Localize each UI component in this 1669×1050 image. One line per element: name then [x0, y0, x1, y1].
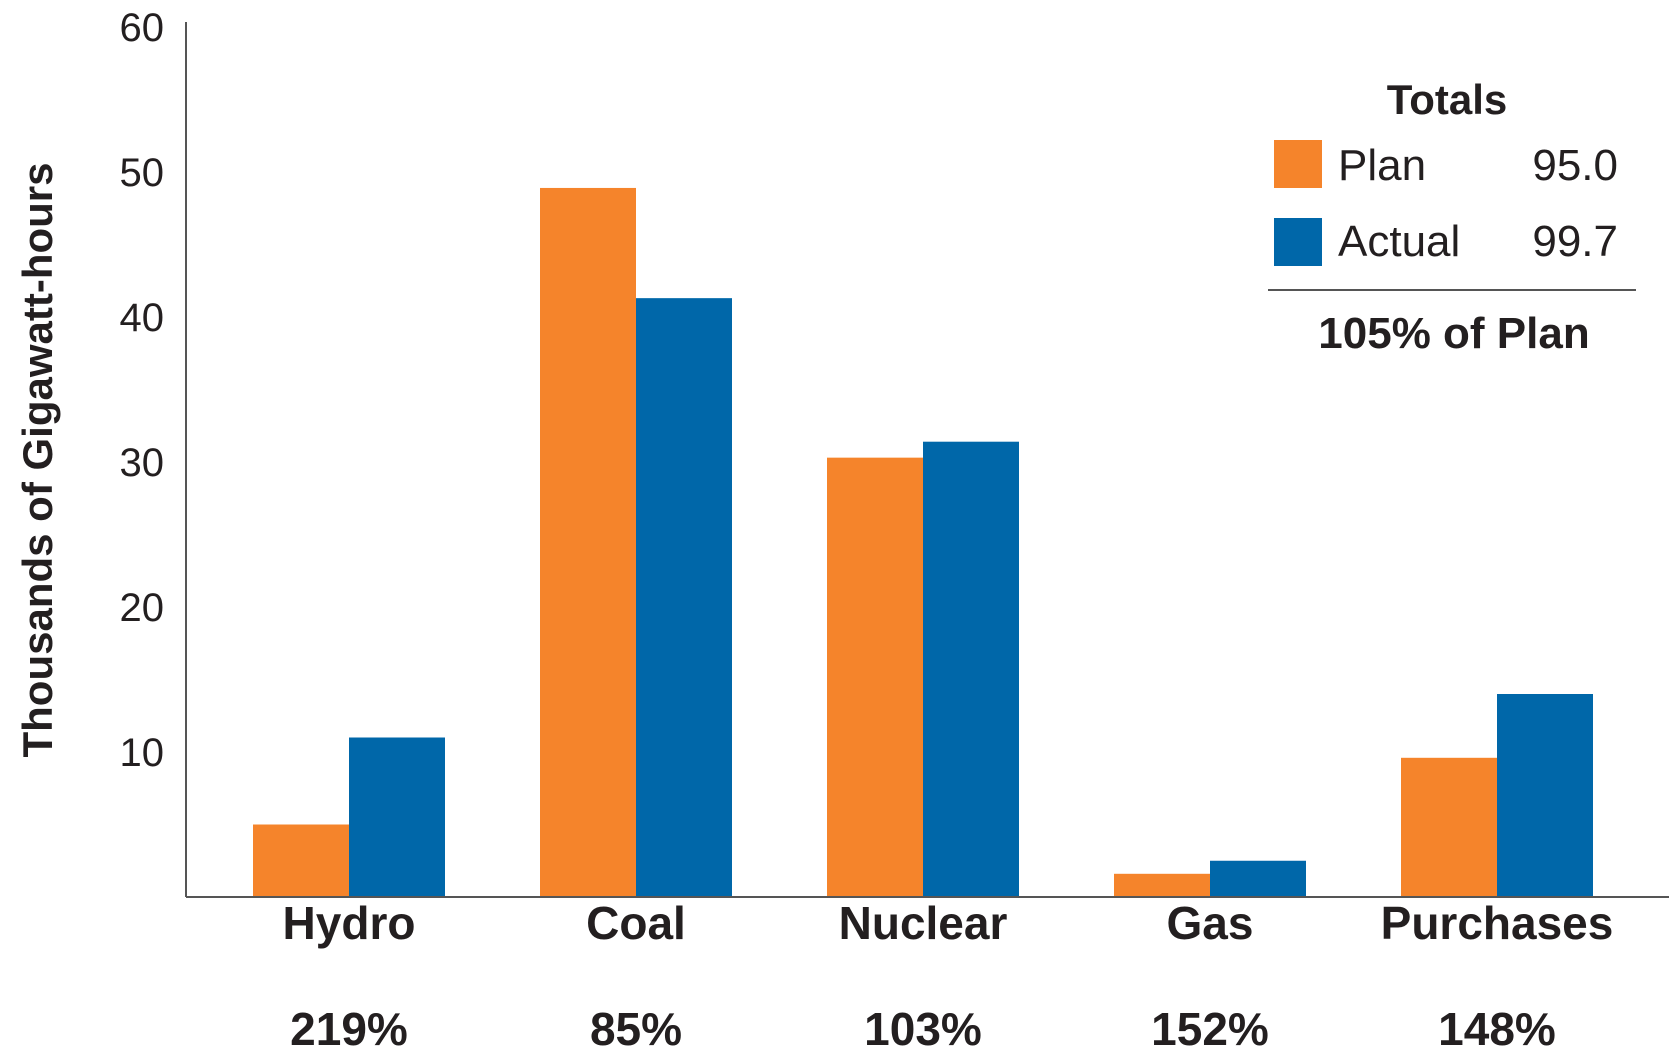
- legend-label-plan: Plan: [1338, 141, 1426, 190]
- y-axis-ticks: 10 20 30 40 50 60: [120, 6, 165, 775]
- legend: Totals Plan 95.0 Actual 99.7 105% of Pla…: [1268, 76, 1636, 358]
- y-axis-label: Thousands of Gigawatt-hours: [14, 163, 61, 758]
- legend-title: Totals: [1387, 76, 1508, 123]
- bar-actual-nuclear: [923, 441, 1019, 897]
- bar-actual-gas: [1210, 860, 1306, 897]
- bar-plan-coal: [540, 187, 636, 897]
- category-percent-gas: 152%: [1151, 1003, 1269, 1050]
- y-tick-label: 30: [120, 441, 165, 485]
- bar-plan-purchases: [1401, 757, 1497, 897]
- legend-swatch-plan: [1274, 140, 1322, 188]
- bar-actual-purchases: [1497, 694, 1593, 897]
- bar-plan-gas: [1114, 873, 1210, 897]
- y-tick-label: 20: [120, 586, 165, 630]
- legend-label-actual: Actual: [1338, 217, 1460, 266]
- y-tick-label: 10: [120, 731, 165, 775]
- y-tick-label: 40: [120, 296, 165, 340]
- category-percent-purchases: 148%: [1438, 1003, 1556, 1050]
- category-labels: Hydro 219% Coal 85% Nuclear 103% Gas 152% Purcha…: [283, 897, 1614, 1050]
- category-percent-coal: 85%: [590, 1003, 682, 1050]
- bar-plan-hydro: [253, 824, 349, 897]
- legend-footer: 105% of Plan: [1318, 309, 1589, 358]
- bar-actual-coal: [636, 298, 732, 897]
- bar-plan-nuclear: [827, 457, 923, 897]
- category-label-gas: Gas: [1167, 897, 1254, 949]
- legend-total-actual: 99.7: [1532, 217, 1618, 266]
- category-label-coal: Coal: [586, 897, 686, 949]
- category-label-hydro: Hydro: [283, 897, 416, 949]
- bars: [253, 187, 1593, 897]
- category-percent-nuclear: 103%: [864, 1003, 982, 1050]
- y-tick-label: 50: [120, 151, 165, 195]
- category-label-purchases: Purchases: [1381, 897, 1614, 949]
- bar-actual-hydro: [349, 737, 445, 897]
- category-percent-hydro: 219%: [290, 1003, 408, 1050]
- legend-swatch-actual: [1274, 218, 1322, 266]
- legend-total-plan: 95.0: [1532, 141, 1618, 190]
- y-tick-label: 60: [120, 6, 165, 50]
- category-label-nuclear: Nuclear: [839, 897, 1008, 949]
